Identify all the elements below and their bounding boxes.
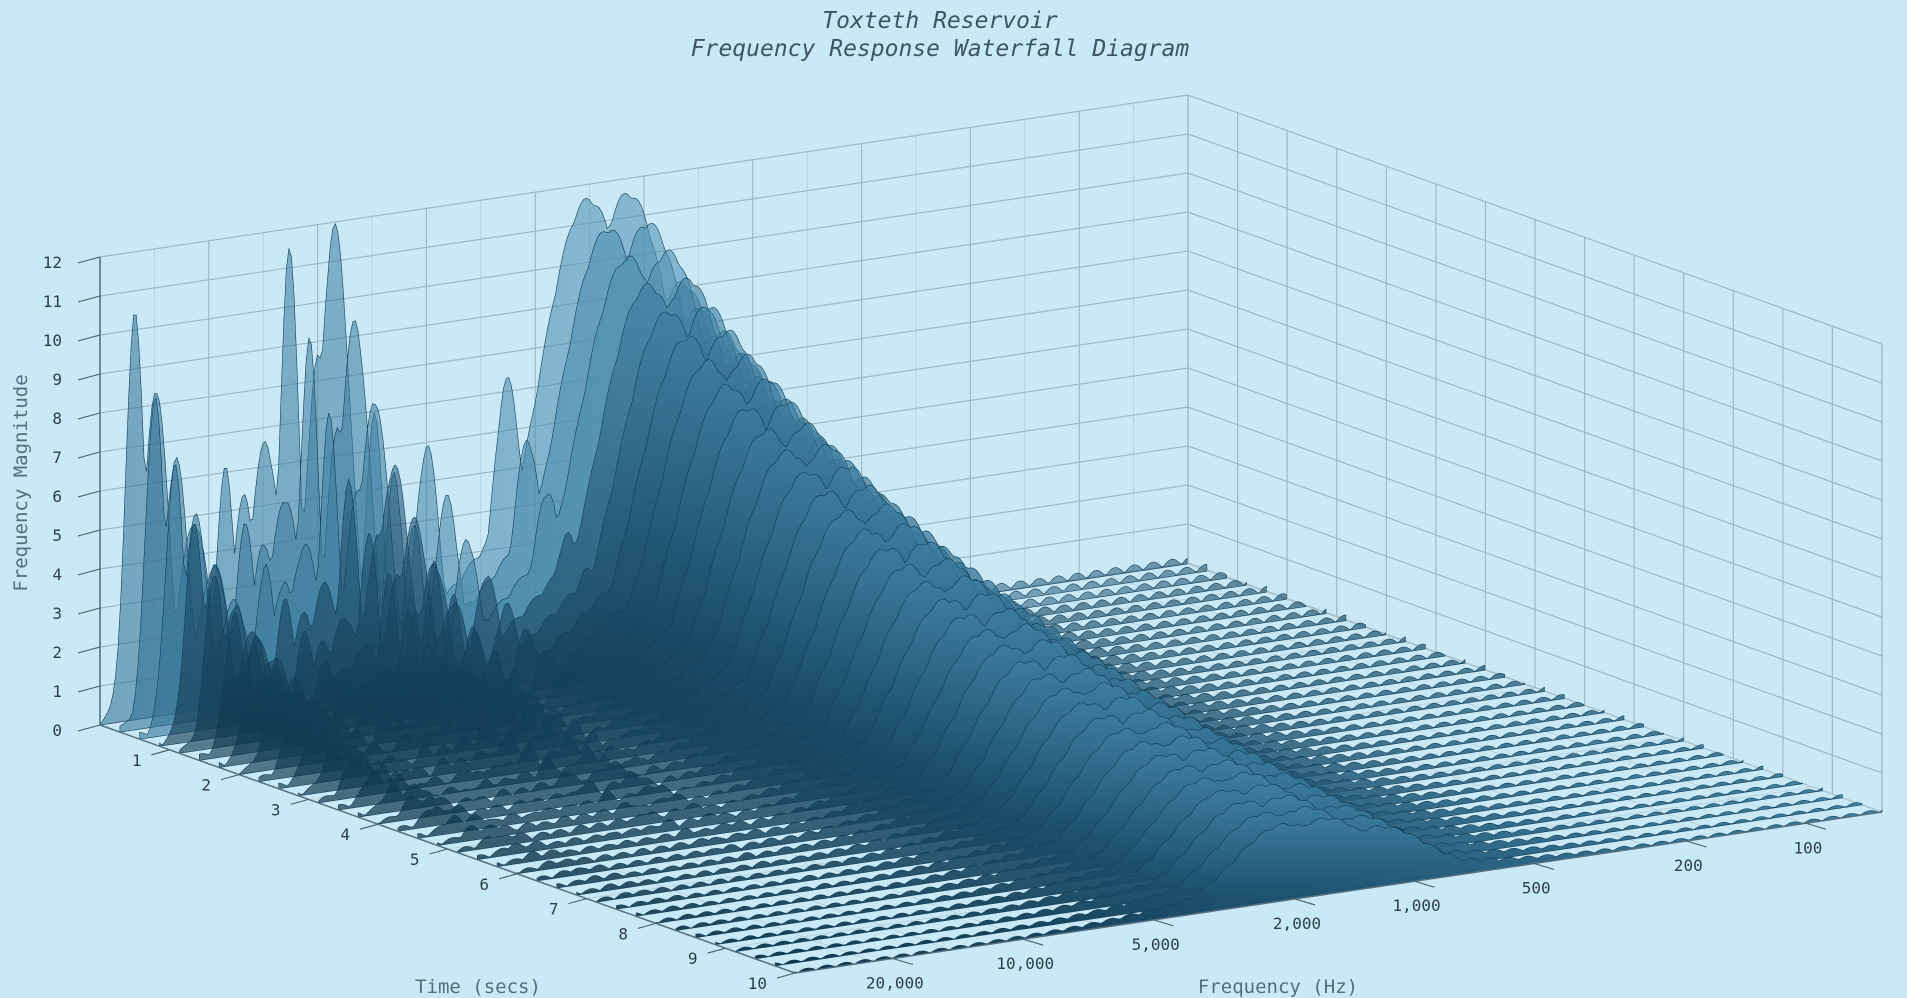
frequency-tick-mark [1534,862,1555,871]
frequency-axis-line [794,811,1883,974]
frequency-tick-mark [1153,919,1174,927]
frequency-tick-mark [1686,840,1707,848]
time-tick-label: 3 [271,800,281,819]
magnitude-tick-mark [77,529,101,537]
magnitude-grid-line [99,133,1883,384]
time-tick-mark [498,873,518,880]
magnitude-tick-label: 5 [52,526,62,545]
time-tick-mark [429,848,448,855]
magnitude-tick-mark [77,373,101,381]
frequency-tick-label: 2,000 [1273,914,1321,933]
chart-title: Toxteth Reservoir [822,8,1058,34]
magnitude-tick-mark [77,451,101,459]
magnitude-tick-mark [77,724,101,732]
frequency-tick-mark [1805,822,1827,830]
magnitude-tick-label: 0 [52,721,62,740]
magnitude-tick-mark [77,334,101,342]
waterfall-surface [99,192,1883,974]
frequency-tick-label: 10,000 [996,954,1054,973]
magnitude-grid-line [99,172,1883,423]
magnitude-grid-line [99,94,1883,345]
magnitude-tick-mark [77,685,101,693]
frequency-tick-mark [1023,938,1044,946]
magnitude-tick-label: 10 [43,331,62,350]
time-tick-mark [220,774,240,781]
time-tick-label: 9 [688,949,698,968]
magnitude-tick-label: 1 [52,682,62,701]
magnitude-tick-mark [77,295,101,303]
frequency-tick-mark [1294,898,1316,906]
magnitude-tick-label: 9 [52,370,62,389]
magnitude-axis-label: Frequency Magnitude [10,374,32,591]
magnitude-tick-label: 7 [52,448,62,467]
magnitude-tick-label: 4 [52,565,62,584]
time-tick-mark [290,798,309,805]
time-tick-mark [707,947,726,954]
frequency-tick-label: 1,000 [1393,896,1441,915]
magnitude-tick-mark [77,490,101,498]
magnitude-tick-label: 12 [43,253,62,272]
frequency-tick-mark [1414,880,1435,888]
magnitude-tick-label: 8 [52,409,62,428]
time-tick-mark [637,922,657,929]
frequency-tick-label: 20,000 [866,974,924,993]
time-tick-mark [359,823,379,830]
time-tick-label: 2 [201,776,211,795]
frequency-tick-label: 5,000 [1132,935,1180,954]
magnitude-tick-mark [77,607,101,615]
time-tick-label: 6 [479,875,489,894]
time-tick-label: 1 [132,751,142,770]
magnitude-tick-mark [77,412,101,420]
time-tick-mark [151,749,170,756]
time-tick-label: 7 [549,900,559,919]
magnitude-tick-label: 3 [52,604,62,623]
magnitude-tick-label: 2 [52,643,62,662]
time-tick-label: 8 [618,924,628,943]
time-tick-mark [776,972,796,979]
frequency-tick-label: 200 [1674,856,1703,875]
frequency-tick-mark [892,957,913,966]
magnitude-tick-mark [77,256,101,264]
magnitude-tick-mark [77,646,101,654]
frequency-tick-label: 100 [1793,838,1822,857]
magnitude-tick-mark [77,568,101,576]
time-axis-label: Time (secs) [415,976,541,998]
time-tick-label: 10 [748,974,767,993]
frequency-axis-label: Frequency (Hz) [1198,976,1358,998]
frequency-tick-label: 500 [1522,879,1551,898]
magnitude-tick-label: 11 [43,292,62,311]
time-tick-label: 4 [340,825,350,844]
time-tick-label: 5 [410,850,420,869]
magnitude-tick-label: 6 [52,487,62,506]
time-tick-mark [568,898,587,905]
chart-subtitle: Frequency Response Waterfall Diagram [691,36,1190,62]
chart-axes [77,256,1883,979]
